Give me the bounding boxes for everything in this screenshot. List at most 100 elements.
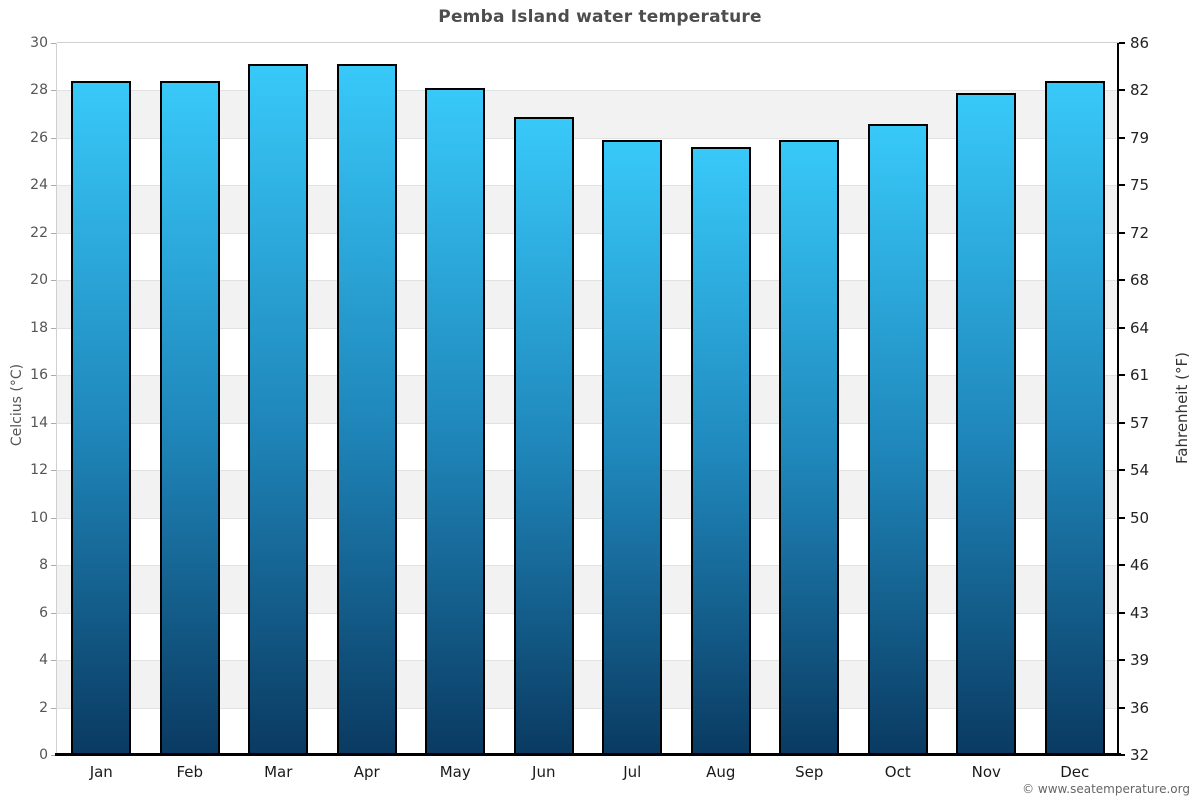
y-tick-right <box>1119 611 1125 614</box>
y-tick-label-left: 18 <box>30 319 48 336</box>
y-tick-right <box>1119 706 1125 709</box>
y-tick-left-28 <box>51 90 56 92</box>
y-tick-label-right: 50 <box>1130 508 1150 527</box>
y-tick-right <box>1119 516 1125 519</box>
y-tick-left-16 <box>51 375 56 377</box>
y-tick-label-left: 6 <box>39 604 48 621</box>
y-tick-label-left: 14 <box>30 414 48 431</box>
bar-mar[interactable] <box>248 64 309 755</box>
gridline-2 <box>57 707 1119 709</box>
y-tick-label-left: 28 <box>30 82 48 99</box>
y-axis-line-left <box>56 43 57 755</box>
plot-band <box>57 375 1119 423</box>
gridline-4 <box>57 660 1119 662</box>
y-tick-left-6 <box>51 612 56 614</box>
y-tick-label-right: 54 <box>1130 461 1150 480</box>
y-tick-label-left: 8 <box>39 557 48 574</box>
y-axis-title-fahrenheit: Fahrenheit (°F) <box>1173 352 1191 464</box>
y-tick-label-left: 4 <box>39 652 48 669</box>
y-tick-label-right: 57 <box>1130 413 1150 432</box>
y-tick-left-20 <box>51 280 56 282</box>
gridline-8 <box>57 565 1119 567</box>
gridline-10 <box>57 517 1119 519</box>
x-tick-label-may: May <box>439 763 471 781</box>
gridline-16 <box>57 375 1119 377</box>
gridline-26 <box>57 137 1119 139</box>
plot-top-border <box>57 42 1119 43</box>
x-tick-label-jul: Jul <box>623 763 642 781</box>
y-tick-label-right: 32 <box>1130 746 1150 764</box>
y-tick-right <box>1119 231 1125 234</box>
bar-may[interactable] <box>425 88 486 755</box>
y-tick-label-left: 24 <box>30 177 48 194</box>
y-tick-right <box>1119 659 1125 662</box>
bar-jun[interactable] <box>513 116 574 755</box>
x-tick-label-sep: Sep <box>795 763 824 781</box>
y-tick-right <box>1119 754 1125 756</box>
y-tick-label-left: 26 <box>30 129 48 146</box>
y-tick-left-14 <box>51 422 56 424</box>
y-tick-label-right: 72 <box>1130 223 1150 242</box>
gridline-28 <box>57 90 1119 92</box>
y-tick-left-2 <box>51 707 56 709</box>
y-tick-label-right: 61 <box>1130 366 1150 385</box>
bar-apr[interactable] <box>336 64 397 755</box>
y-tick-left-18 <box>51 327 56 329</box>
y-tick-right <box>1119 184 1125 187</box>
y-tick-left-22 <box>51 232 56 234</box>
x-tick-label-aug: Aug <box>706 763 736 781</box>
y-tick-label-right: 36 <box>1130 698 1150 717</box>
x-tick-label-dec: Dec <box>1060 763 1090 781</box>
bar-aug[interactable] <box>690 147 751 755</box>
y-tick-left-26 <box>51 137 56 139</box>
x-tick-label-jun: Jun <box>532 763 556 781</box>
y-tick-label-right: 39 <box>1130 651 1150 670</box>
bar-jan[interactable] <box>71 80 132 755</box>
x-tick-label-nov: Nov <box>971 763 1001 781</box>
bar-nov[interactable] <box>956 92 1017 755</box>
y-tick-label-left: 16 <box>30 367 48 384</box>
y-tick-label-right: 82 <box>1130 81 1150 100</box>
y-axis-line-right <box>1117 43 1119 755</box>
bar-jul[interactable] <box>602 140 663 755</box>
y-tick-right <box>1119 136 1125 139</box>
y-tick-left-12 <box>51 470 56 472</box>
x-tick-label-jan: Jan <box>89 763 113 781</box>
y-tick-label-left: 10 <box>30 509 48 526</box>
plot-band <box>57 660 1119 708</box>
y-tick-label-right: 64 <box>1130 318 1150 337</box>
plot-band <box>57 185 1119 233</box>
y-tick-label-left: 2 <box>39 699 48 716</box>
y-tick-label-left: 20 <box>30 272 48 289</box>
x-tick-label-mar: Mar <box>264 763 293 781</box>
y-tick-right <box>1119 279 1125 282</box>
y-tick-label-left: 12 <box>30 462 48 479</box>
gridline-20 <box>57 280 1119 282</box>
y-tick-right <box>1119 326 1125 329</box>
y-tick-label-left: 22 <box>30 224 48 241</box>
bar-sep[interactable] <box>779 140 840 755</box>
x-tick-label-apr: Apr <box>353 763 380 781</box>
y-tick-left-4 <box>51 660 56 662</box>
gridline-22 <box>57 232 1119 234</box>
bar-feb[interactable] <box>159 80 220 755</box>
y-tick-left-30 <box>51 43 56 44</box>
bar-oct[interactable] <box>867 123 928 755</box>
y-tick-label-right: 75 <box>1130 176 1150 195</box>
y-tick-label-right: 43 <box>1130 603 1150 622</box>
bar-dec[interactable] <box>1044 80 1105 755</box>
y-tick-label-right: 79 <box>1130 128 1150 147</box>
y-tick-left-24 <box>51 185 56 187</box>
copyright-footer: © www.seatemperature.org <box>1022 782 1190 796</box>
y-tick-right <box>1119 374 1125 377</box>
plot-area <box>57 43 1119 755</box>
y-tick-right <box>1119 42 1125 44</box>
x-tick-label-feb: Feb <box>176 763 204 781</box>
chart-title: Pemba Island water temperature <box>438 7 762 27</box>
y-tick-left-10 <box>51 517 56 519</box>
plot-band <box>57 565 1119 613</box>
y-tick-label-left: 30 <box>30 35 48 51</box>
gridline-14 <box>57 422 1119 424</box>
y-tick-label-right: 46 <box>1130 556 1150 575</box>
